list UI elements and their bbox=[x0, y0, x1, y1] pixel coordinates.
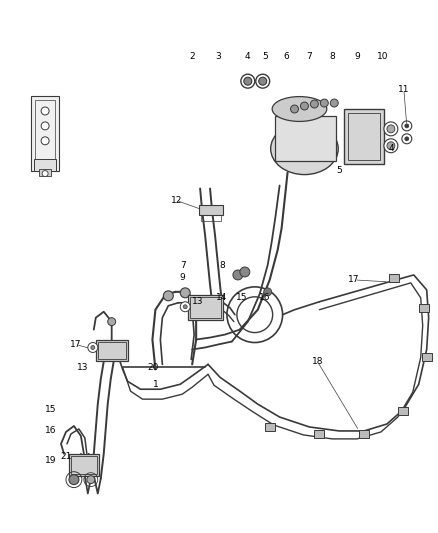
Bar bbox=[190, 297, 221, 318]
Bar bbox=[35, 100, 55, 167]
Bar bbox=[201, 215, 221, 221]
Bar bbox=[389, 274, 399, 282]
Text: 8: 8 bbox=[219, 261, 225, 270]
Text: 18: 18 bbox=[311, 357, 323, 366]
Circle shape bbox=[384, 139, 398, 153]
Circle shape bbox=[108, 318, 116, 326]
Circle shape bbox=[180, 288, 190, 298]
Bar bbox=[71, 456, 97, 474]
Text: 15: 15 bbox=[236, 293, 247, 302]
Text: 14: 14 bbox=[216, 293, 228, 302]
Text: 16: 16 bbox=[259, 293, 270, 302]
Circle shape bbox=[387, 142, 395, 150]
Bar bbox=[34, 159, 56, 171]
Bar bbox=[348, 113, 380, 160]
Bar bbox=[39, 168, 51, 175]
Text: 13: 13 bbox=[192, 297, 204, 306]
Circle shape bbox=[384, 122, 398, 136]
Text: 7: 7 bbox=[180, 261, 186, 270]
Bar bbox=[199, 205, 223, 215]
Circle shape bbox=[87, 475, 95, 483]
Bar bbox=[265, 423, 275, 431]
Circle shape bbox=[183, 305, 187, 309]
Text: 4: 4 bbox=[388, 144, 394, 154]
Text: 17: 17 bbox=[348, 276, 360, 285]
Bar bbox=[422, 353, 431, 361]
Bar bbox=[344, 109, 384, 164]
Text: 17: 17 bbox=[70, 340, 81, 349]
Text: 11: 11 bbox=[398, 85, 410, 94]
Bar bbox=[31, 96, 59, 171]
Bar bbox=[98, 342, 126, 359]
Circle shape bbox=[233, 270, 243, 280]
Text: 5: 5 bbox=[262, 52, 268, 61]
Circle shape bbox=[311, 100, 318, 108]
Circle shape bbox=[88, 343, 98, 352]
Bar bbox=[188, 295, 223, 320]
Circle shape bbox=[42, 171, 48, 176]
Circle shape bbox=[41, 107, 49, 115]
Circle shape bbox=[264, 288, 272, 296]
Circle shape bbox=[91, 345, 95, 350]
Circle shape bbox=[405, 124, 409, 128]
Text: 3: 3 bbox=[215, 52, 221, 61]
Bar bbox=[359, 430, 369, 438]
Text: 5: 5 bbox=[336, 166, 342, 175]
Bar bbox=[275, 116, 336, 160]
Text: 20: 20 bbox=[148, 363, 159, 372]
Bar bbox=[69, 454, 99, 475]
Bar bbox=[398, 407, 408, 415]
Text: 1: 1 bbox=[152, 379, 158, 389]
Text: 21: 21 bbox=[60, 453, 72, 461]
Text: 10: 10 bbox=[377, 52, 389, 61]
Text: 13: 13 bbox=[77, 363, 88, 372]
Circle shape bbox=[259, 77, 267, 85]
Text: 9: 9 bbox=[354, 52, 360, 61]
Text: 2: 2 bbox=[189, 52, 195, 61]
Text: 19: 19 bbox=[45, 456, 57, 465]
Circle shape bbox=[240, 267, 250, 277]
Text: 9: 9 bbox=[179, 273, 185, 282]
Bar bbox=[96, 340, 127, 361]
Circle shape bbox=[41, 137, 49, 145]
Bar bbox=[314, 430, 324, 438]
Circle shape bbox=[180, 302, 190, 312]
Circle shape bbox=[244, 77, 252, 85]
Circle shape bbox=[41, 122, 49, 130]
Circle shape bbox=[300, 102, 308, 110]
Text: 16: 16 bbox=[45, 426, 57, 435]
Text: 6: 6 bbox=[284, 52, 290, 61]
Text: 7: 7 bbox=[307, 52, 312, 61]
Bar bbox=[419, 304, 429, 312]
Circle shape bbox=[330, 99, 338, 107]
Circle shape bbox=[69, 475, 79, 484]
Text: 8: 8 bbox=[329, 52, 335, 61]
Text: 15: 15 bbox=[45, 405, 57, 414]
Ellipse shape bbox=[272, 96, 327, 122]
Circle shape bbox=[163, 291, 173, 301]
Circle shape bbox=[405, 137, 409, 141]
Circle shape bbox=[387, 125, 395, 133]
Text: 4: 4 bbox=[245, 52, 251, 61]
Circle shape bbox=[320, 99, 328, 107]
Ellipse shape bbox=[271, 123, 338, 175]
Text: 12: 12 bbox=[170, 196, 182, 205]
Circle shape bbox=[290, 105, 298, 113]
